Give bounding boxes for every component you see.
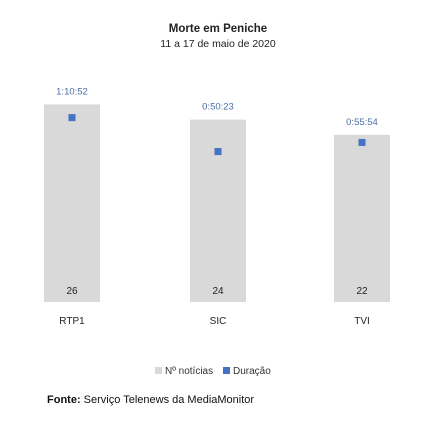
duration-marker-tvi xyxy=(358,138,366,146)
chart-title: Morte em Peniche xyxy=(169,23,267,35)
source-text: Serviço Telenews da MediaMonitor xyxy=(83,394,255,406)
legend-label-duration: Duração xyxy=(233,366,271,377)
duration-marker-sic xyxy=(214,148,222,156)
chart-subtitle: 11 a 17 de maio de 2020 xyxy=(160,38,276,50)
bar-rtp1 xyxy=(44,104,100,303)
legend-swatch-count xyxy=(155,367,162,374)
bar-sic xyxy=(190,119,246,302)
duration-marker-rtp1 xyxy=(68,114,76,122)
count-label-tvi: 22 xyxy=(356,286,368,297)
legend-label-count: Nº notícias xyxy=(165,366,213,377)
duration-label-sic: 0:50:23 xyxy=(202,102,234,113)
legend-swatch-duration xyxy=(223,367,230,374)
duration-label-rtp1: 1:10:52 xyxy=(56,86,88,97)
category-label-tvi: TVI xyxy=(354,316,370,327)
bar-tvi xyxy=(334,134,390,302)
legend: Nº notícias Duração xyxy=(155,366,271,377)
count-label-sic: 24 xyxy=(212,286,224,297)
plot-area: 26 1:10:52 RTP1 24 0:50:23 SIC 22 0:55:54 TVI xyxy=(44,86,390,327)
count-label-rtp1: 26 xyxy=(66,286,78,297)
category-label-sic: SIC xyxy=(210,316,227,327)
source-label: Fonte: xyxy=(47,394,81,406)
source-note: Fonte: Serviço Telenews da MediaMonitor xyxy=(47,394,254,406)
category-label-rtp1: RTP1 xyxy=(59,316,85,327)
duration-label-tvi: 0:55:54 xyxy=(346,117,378,128)
